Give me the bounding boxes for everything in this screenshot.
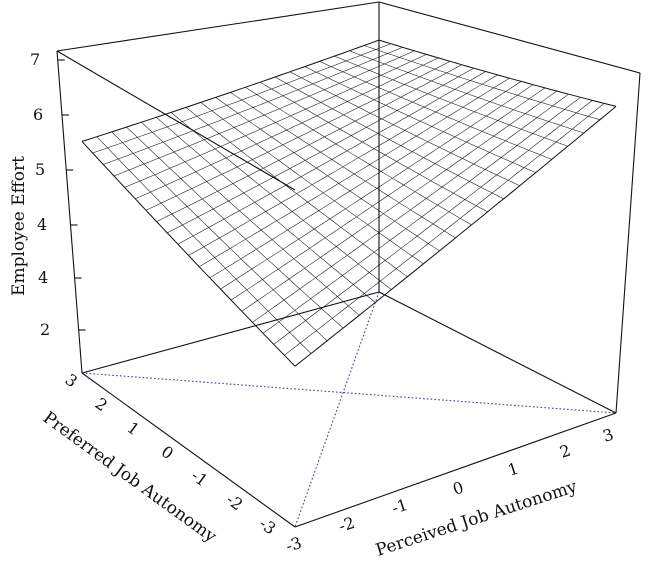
mesh-line-perceived (289, 71, 520, 186)
mesh-line-perceived (334, 55, 568, 147)
mesh-line-preferred (209, 81, 522, 279)
y-tick-label: -1 (188, 466, 212, 491)
y-axis: 3 2 1 0 -1 -2 -3 Preferred Job Autonomy (39, 370, 279, 547)
mesh-line-perceived (111, 131, 328, 341)
x-tick-label: -1 (389, 495, 410, 518)
plot-box-back (56, 1, 641, 414)
mesh-line-preferred (124, 54, 427, 188)
y-tick-label: 0 (158, 442, 177, 463)
line-of-congruence (294, 291, 380, 528)
mesh-line-perceived (349, 50, 584, 134)
box-edge-floor-front-right (294, 412, 617, 528)
mesh-line-preferred (198, 77, 510, 267)
mesh-line-perceived (156, 117, 376, 303)
x-tick-label: 3 (600, 425, 616, 446)
z-tick-label: 7 (30, 50, 40, 69)
mesh-line-preferred (81, 39, 380, 142)
box-edge-right-vertical (615, 72, 641, 414)
mesh-line-preferred (92, 43, 391, 154)
z-tick-label: 2 (40, 320, 50, 339)
box-edge-floor-back-left (81, 291, 380, 374)
y-tick-label: 1 (124, 418, 143, 439)
z-axis-label: Employee Effort (9, 156, 29, 296)
mesh-line-perceived (141, 121, 360, 316)
response-surface-mesh (81, 39, 617, 367)
mesh-line-perceived (96, 136, 312, 354)
mesh-line-preferred (241, 90, 557, 312)
mesh-line-perceived (378, 39, 617, 107)
x-tick-label: -2 (336, 513, 357, 536)
z-tick-marks (57, 59, 86, 331)
x-tick-label: -3 (283, 533, 304, 556)
z-tick-label: 6 (33, 105, 43, 124)
x-axis-label: Perceived Job Autonomy (373, 477, 580, 561)
mesh-line-preferred (294, 106, 617, 367)
y-tick-label: -3 (256, 514, 280, 539)
mesh-line-perceived (185, 107, 408, 277)
z-tick-label: 5 (35, 160, 45, 179)
box-edge-top-back-left (56, 1, 380, 52)
mesh-line-perceived (245, 87, 472, 226)
y-tick-label: 3 (62, 370, 81, 391)
box-edge-top-back-right (378, 1, 641, 74)
y-tick-label: -2 (223, 490, 247, 515)
mesh-line-perceived (230, 92, 456, 239)
mesh-line-preferred (145, 61, 451, 211)
box-edge-left-vertical (56, 50, 83, 374)
plot-box-front (56, 50, 641, 528)
mesh-line-preferred (188, 74, 498, 256)
z-axis: 7 6 5 4 4 2 Employee Effort (9, 50, 86, 339)
mesh-line-preferred (103, 47, 403, 165)
mesh-line-perceived (170, 112, 392, 290)
line-of-incongruence (81, 372, 617, 414)
z-tick-label: 4 (38, 268, 48, 287)
mesh-line-perceived (319, 61, 552, 160)
mesh-line-preferred (177, 71, 486, 245)
mesh-line-preferred (273, 100, 593, 345)
box-edge-floor-back-right (378, 291, 617, 414)
mesh-line-preferred (284, 103, 605, 356)
x-axis: -3 -2 -1 0 1 2 3 Perceived Job Autonomy (283, 425, 616, 561)
box-edge-floor-front-left (81, 372, 296, 528)
x-tick-label: 0 (450, 478, 466, 499)
y-tick-label: 2 (92, 394, 111, 415)
mesh-line-preferred (135, 57, 439, 200)
mesh-line-preferred (220, 84, 534, 290)
mesh-line-perceived (215, 97, 440, 252)
mesh-line-perceived (274, 76, 504, 200)
box-edge-top-front-left (56, 50, 296, 191)
mesh-line-preferred (230, 87, 546, 301)
mesh-line-preferred (167, 67, 474, 234)
mesh-line-preferred (262, 97, 581, 334)
mesh-line-perceived (304, 66, 536, 173)
mesh-line-preferred (156, 64, 463, 222)
z-tick-label: 4 (37, 215, 47, 234)
mesh-line-preferred (113, 50, 415, 177)
x-tick-label: 2 (557, 441, 573, 462)
mesh-line-preferred (252, 93, 569, 323)
x-tick-label: 1 (505, 459, 521, 480)
